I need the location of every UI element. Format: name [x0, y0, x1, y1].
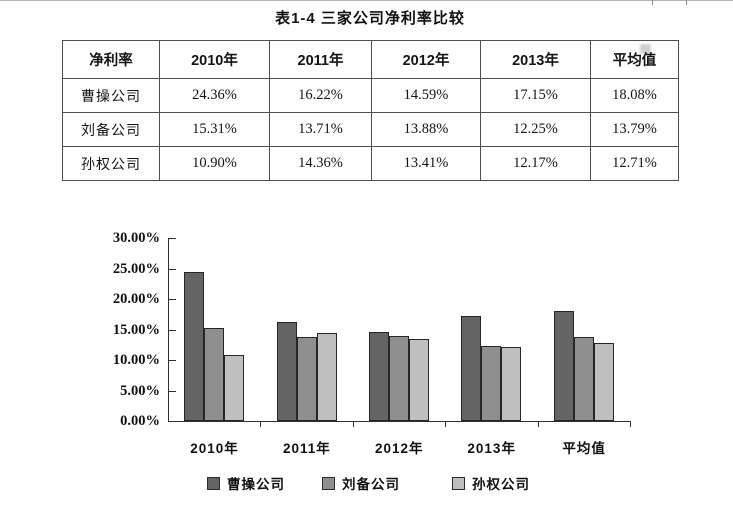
- y-axis-label: 30.00%: [112, 230, 160, 246]
- table-row: 刘备公司 15.31% 13.71% 13.88% 12.25% 13.79%: [62, 112, 679, 147]
- bar: [501, 346, 522, 421]
- legend-label: 孙权公司: [472, 477, 530, 492]
- column-header: 2010年: [159, 40, 270, 79]
- y-axis-line: [168, 238, 169, 422]
- legend-label: 刘备公司: [342, 477, 400, 492]
- x-axis-label: 2011年: [282, 441, 331, 456]
- x-axis-tick: [630, 422, 631, 427]
- scan-artifact-top-line: [0, 0, 733, 1]
- table-title: 表1-4 三家公司净利率比较: [275, 10, 465, 27]
- bar: [296, 337, 317, 421]
- bar: [573, 336, 594, 421]
- y-axis-label: 5.00%: [120, 382, 160, 399]
- bar: [224, 354, 245, 421]
- net-profit-table: 净利率 2010年 2011年 2012年 2013年 平均值 曹操公司 24.36% 16.…: [62, 40, 679, 181]
- x-axis-tick: [260, 422, 262, 427]
- y-axis-label: 15.00%: [112, 321, 160, 338]
- row-label: 孙权公司: [62, 146, 160, 181]
- y-axis-tick: [169, 390, 176, 392]
- y-axis-label: 10.00%: [112, 352, 160, 368]
- bar: [593, 343, 614, 421]
- cell-value: 16.22%: [269, 78, 372, 113]
- bar: [481, 346, 502, 421]
- cell-value: 14.59%: [371, 78, 481, 113]
- bar: [409, 339, 429, 421]
- legend-swatch-icon: [322, 476, 335, 490]
- legend-item: 曹操公司: [207, 475, 285, 492]
- cell-value: 17.15%: [480, 78, 591, 113]
- y-axis-tick: [169, 268, 176, 270]
- cell-value: 12.17%: [480, 146, 591, 181]
- bar: [184, 272, 205, 421]
- cell-value: 15.31%: [159, 112, 270, 147]
- y-axis-tick: [169, 299, 176, 300]
- column-header: 2013年: [480, 40, 591, 79]
- x-axis-line: [168, 421, 631, 422]
- cell-value: 13.88%: [371, 112, 481, 147]
- y-axis-label: 20.00%: [112, 291, 160, 307]
- bar: [276, 322, 297, 421]
- legend-swatch-icon: [207, 476, 220, 490]
- bar: [461, 316, 482, 421]
- x-axis-tick: [445, 422, 447, 427]
- bar: [369, 332, 389, 421]
- legend-swatch-icon: [452, 476, 465, 490]
- cell-value: 24.36%: [159, 78, 270, 113]
- cell-value: 13.79%: [590, 112, 679, 147]
- cell-value: 12.25%: [480, 112, 591, 147]
- bar: [553, 310, 574, 421]
- bar: [316, 333, 337, 421]
- cell-value: 13.41%: [371, 146, 481, 181]
- x-axis-tick: [352, 422, 354, 427]
- cell-value: 14.36%: [269, 146, 372, 181]
- scan-artifact-tick: [652, 0, 653, 5]
- legend-item: 刘备公司: [322, 475, 400, 492]
- column-header: 2012年: [371, 40, 481, 79]
- y-axis-tick: [169, 238, 176, 239]
- legend-label: 曹操公司: [227, 477, 285, 492]
- x-axis-label: 2013年: [467, 441, 516, 456]
- cell-value: 10.90%: [159, 146, 270, 181]
- cell-value: 18.08%: [590, 78, 679, 113]
- y-axis-tick: [169, 360, 176, 361]
- row-label: 曹操公司: [62, 78, 160, 113]
- bar: [204, 327, 225, 421]
- table-header-row: 净利率 2010年 2011年 2012年 2013年 平均值: [62, 40, 679, 79]
- x-axis-label: 平均值: [562, 441, 606, 456]
- cell-value: 12.71%: [590, 146, 679, 181]
- legend-item: 孙权公司: [452, 475, 530, 492]
- table-row: 孙权公司 10.90% 14.36% 13.41% 12.17% 12.71%: [62, 146, 679, 181]
- column-header: 平均值: [590, 40, 679, 79]
- y-axis-tick: [169, 329, 176, 331]
- column-header: 2011年: [269, 40, 372, 79]
- table-row: 曹操公司 24.36% 16.22% 14.59% 17.15% 18.08%: [62, 78, 679, 113]
- x-axis-label: 2010年: [190, 441, 239, 456]
- y-axis-label: 0.00%: [120, 413, 160, 429]
- column-header: 净利率: [62, 40, 160, 79]
- x-axis-label: 2012年: [375, 441, 424, 456]
- bar: [389, 336, 409, 421]
- row-label: 刘备公司: [62, 112, 160, 147]
- scan-artifact-tick: [686, 0, 687, 5]
- x-axis-tick: [537, 422, 539, 427]
- y-axis-label: 25.00%: [112, 260, 160, 277]
- cell-value: 13.71%: [269, 112, 372, 147]
